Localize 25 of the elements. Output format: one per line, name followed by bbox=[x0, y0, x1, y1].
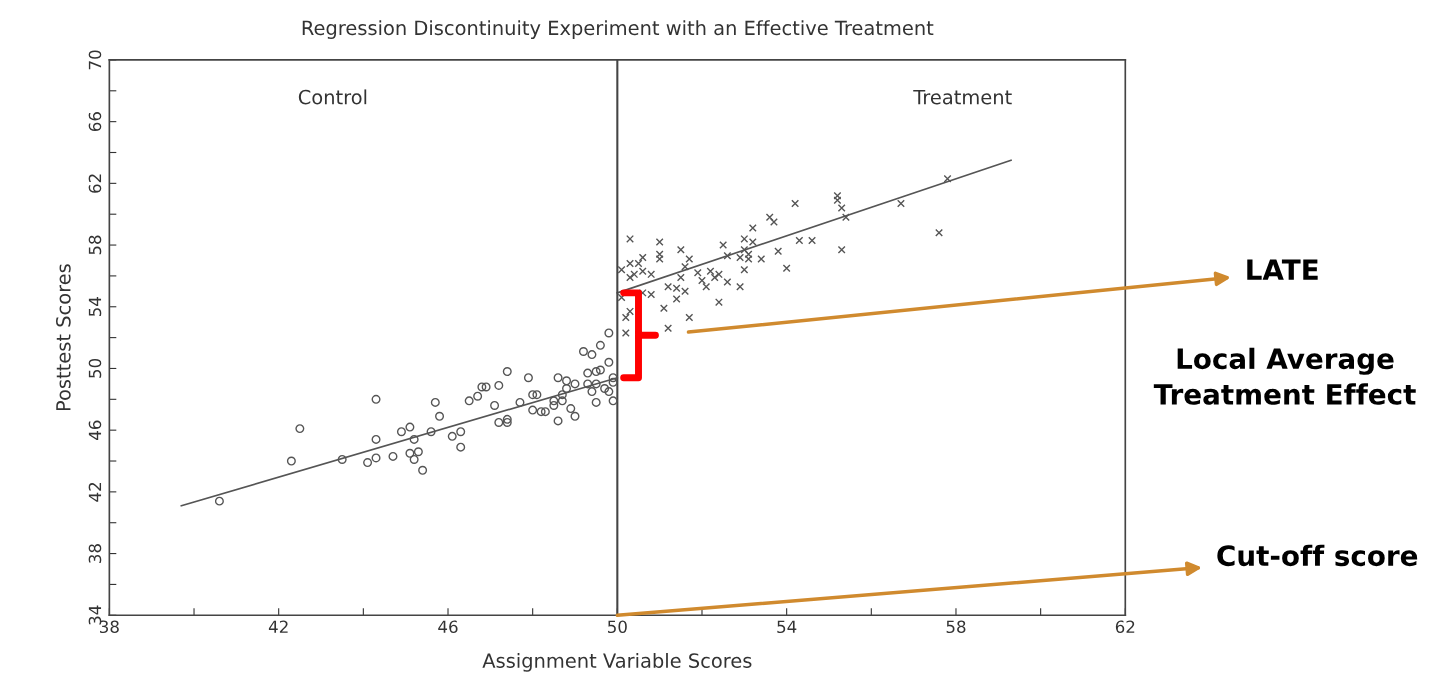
x-tick-label: 58 bbox=[946, 620, 966, 634]
y-tick-label: 54 bbox=[88, 297, 102, 317]
x-tick-label: 46 bbox=[438, 620, 458, 634]
y-tick-label: 58 bbox=[88, 235, 102, 255]
y-tick-label: 42 bbox=[88, 482, 102, 502]
y-tick-label: 50 bbox=[88, 358, 102, 378]
annotation: Cut-off score bbox=[1217, 544, 1418, 567]
y-tick-label: 38 bbox=[88, 544, 102, 563]
y-tick-label: 66 bbox=[88, 112, 102, 132]
annotation: Control bbox=[298, 89, 367, 105]
x-tick-label: 42 bbox=[268, 620, 288, 633]
text: Local Average Treatment Effect bbox=[1153, 347, 1416, 405]
y-tick-label: 62 bbox=[88, 174, 102, 193]
x-tick-label: 50 bbox=[608, 620, 627, 634]
y-tick-label: 34 bbox=[88, 605, 102, 625]
text: LATE bbox=[1247, 259, 1318, 280]
annotation: Treatment bbox=[913, 90, 1012, 105]
x-tick-label: 38 bbox=[100, 620, 119, 634]
y-tick-label: 46 bbox=[88, 420, 102, 440]
chart-title: Regression Discontinuity Experiment with an Effective Treatment bbox=[302, 20, 934, 39]
y-axis-title: Posttest Scores bbox=[56, 264, 71, 411]
y-tick-label: 70 bbox=[88, 50, 102, 70]
x-tick-label: 62 bbox=[1115, 620, 1135, 634]
x-tick-label: 54 bbox=[777, 620, 797, 634]
x-axis-title: Assignment Variable Scores bbox=[482, 652, 752, 672]
